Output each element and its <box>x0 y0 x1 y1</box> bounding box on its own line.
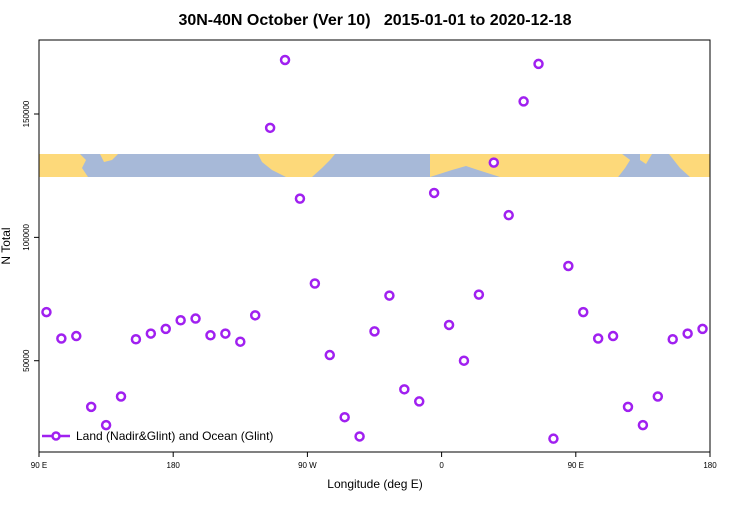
point <box>41 306 52 318</box>
x-tick-label: 90 W <box>298 461 317 470</box>
legend-label: Land (Nadir&Glint) and Ocean (Glint) <box>76 429 273 443</box>
point <box>458 355 470 366</box>
point <box>56 333 67 344</box>
point <box>339 411 350 423</box>
point <box>115 391 127 402</box>
y-axis-label: N Total <box>0 227 13 264</box>
point <box>503 209 514 221</box>
point <box>205 330 216 341</box>
legend-marker <box>51 431 61 441</box>
point <box>145 328 157 339</box>
x-axis-label: Longitude (deg E) <box>327 477 422 491</box>
point <box>473 289 485 300</box>
y-tick-label: 100000 <box>22 223 31 250</box>
map-strip <box>39 154 710 177</box>
x-tick-label: 0 <box>439 461 444 470</box>
point <box>294 193 306 204</box>
point <box>682 328 693 339</box>
point <box>71 330 82 342</box>
point <box>518 96 529 107</box>
x-tick-label: 180 <box>167 461 181 470</box>
point <box>309 278 321 289</box>
x-tick-label: 90 E <box>568 461 584 470</box>
y-tick-label: 150000 <box>22 100 31 127</box>
point <box>324 349 336 361</box>
point <box>279 54 291 66</box>
point <box>548 433 559 444</box>
point <box>563 260 574 272</box>
y-tick-label: 50000 <box>22 349 31 372</box>
point <box>399 384 410 395</box>
point <box>100 419 112 431</box>
point <box>667 334 678 345</box>
point <box>592 333 604 344</box>
point <box>384 290 395 301</box>
x-tick-label: 90 E <box>31 461 47 470</box>
point <box>220 328 231 339</box>
point <box>85 401 97 413</box>
point <box>413 396 425 407</box>
point <box>354 431 365 442</box>
point <box>652 391 664 402</box>
point <box>578 306 589 318</box>
point <box>637 419 649 431</box>
point <box>175 315 186 326</box>
point <box>443 319 455 331</box>
point <box>488 157 500 168</box>
point <box>130 334 142 345</box>
x-tick-label: 180 <box>703 461 717 470</box>
point <box>607 330 619 342</box>
plot-frame <box>38 39 711 453</box>
point <box>264 122 276 134</box>
point <box>697 323 708 335</box>
point <box>235 336 246 347</box>
chart-title: 30N-40N October (Ver 10) 2015-01-01 to 2… <box>178 12 571 29</box>
point <box>190 313 201 324</box>
point <box>533 58 544 70</box>
point <box>428 187 440 199</box>
point <box>249 310 261 321</box>
point <box>622 401 634 413</box>
point <box>369 326 380 337</box>
legend: Land (Nadir&Glint) and Ocean (Glint) <box>42 429 273 443</box>
point <box>160 323 171 335</box>
